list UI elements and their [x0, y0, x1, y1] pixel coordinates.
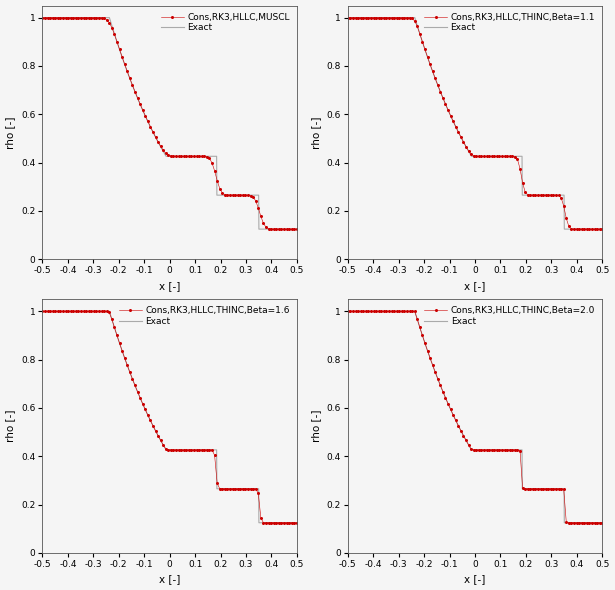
Exact — [344, 308, 352, 315]
Cons,RK3,HLLC,THINC,Beta=1.6 — [87, 308, 95, 315]
Cons,RK3,HLLC,THINC,Beta=1.6 — [275, 519, 282, 526]
Cons,RK3,HLLC,MUSCL — [170, 153, 177, 160]
Cons,RK3,HLLC,THINC,Beta=1.1 — [598, 225, 606, 232]
Cons,RK3,HLLC,MUSCL — [293, 225, 301, 232]
Exact — [598, 519, 606, 526]
Cons,RK3,HLLC,THINC,Beta=1.1 — [393, 14, 400, 21]
Line: Exact: Exact — [348, 312, 602, 523]
Cons,RK3,HLLC,THINC,Beta=1.1 — [344, 14, 352, 21]
Y-axis label: rho [-]: rho [-] — [6, 410, 15, 442]
Cons,RK3,HLLC,THINC,Beta=1.6 — [263, 519, 270, 526]
Exact — [542, 485, 550, 492]
Exact — [255, 519, 263, 526]
Cons,RK3,HLLC,THINC,Beta=2.0 — [344, 308, 352, 315]
Exact — [242, 485, 249, 492]
Cons,RK3,HLLC,THINC,Beta=2.0 — [475, 447, 483, 454]
Line: Cons,RK3,HLLC,THINC,Beta=1.6: Cons,RK3,HLLC,THINC,Beta=1.6 — [41, 310, 298, 525]
Exact — [293, 519, 301, 526]
Cons,RK3,HLLC,THINC,Beta=1.6 — [39, 308, 46, 315]
Cons,RK3,HLLC,THINC,Beta=1.1 — [573, 225, 580, 232]
Cons,RK3,HLLC,THINC,Beta=1.6 — [170, 447, 177, 454]
Line: Exact: Exact — [42, 312, 297, 523]
Exact — [547, 192, 555, 199]
Exact — [213, 192, 221, 199]
Cons,RK3,HLLC,THINC,Beta=1.1 — [589, 225, 596, 232]
Line: Cons,RK3,HLLC,THINC,Beta=2.0: Cons,RK3,HLLC,THINC,Beta=2.0 — [346, 310, 604, 525]
Exact — [542, 192, 550, 199]
Legend: Cons,RK3,HLLC,THINC,Beta=1.6, Exact: Cons,RK3,HLLC,THINC,Beta=1.6, Exact — [116, 304, 292, 329]
Exact — [242, 192, 249, 199]
Exact — [237, 485, 245, 492]
Legend: Cons,RK3,HLLC,THINC,Beta=1.1, Exact: Cons,RK3,HLLC,THINC,Beta=1.1, Exact — [422, 10, 598, 35]
Exact — [39, 308, 46, 315]
Exact — [519, 485, 526, 492]
Exact — [447, 406, 454, 413]
Line: Cons,RK3,HLLC,THINC,Beta=1.1: Cons,RK3,HLLC,THINC,Beta=1.1 — [346, 16, 604, 231]
Cons,RK3,HLLC,THINC,Beta=2.0 — [589, 519, 596, 526]
Line: Exact: Exact — [42, 18, 297, 229]
Exact — [65, 308, 72, 315]
Y-axis label: rho [-]: rho [-] — [311, 410, 321, 442]
Cons,RK3,HLLC,THINC,Beta=1.1 — [475, 153, 483, 160]
Cons,RK3,HLLC,THINC,Beta=2.0 — [393, 308, 400, 315]
Exact — [598, 225, 606, 232]
Exact — [561, 519, 568, 526]
Cons,RK3,HLLC,THINC,Beta=1.1 — [581, 225, 588, 232]
Y-axis label: rho [-]: rho [-] — [6, 116, 15, 149]
X-axis label: x [-]: x [-] — [159, 575, 180, 585]
Exact — [547, 485, 555, 492]
Exact — [456, 132, 464, 139]
X-axis label: x [-]: x [-] — [464, 575, 486, 585]
Exact — [561, 225, 568, 232]
Cons,RK3,HLLC,THINC,Beta=1.6 — [98, 308, 105, 315]
Cons,RK3,HLLC,MUSCL — [272, 225, 280, 232]
Cons,RK3,HLLC,THINC,Beta=1.6 — [293, 519, 301, 526]
Exact — [65, 14, 72, 21]
Line: Exact: Exact — [348, 18, 602, 229]
Exact — [141, 406, 149, 413]
Exact — [519, 192, 526, 199]
Exact — [255, 225, 263, 232]
Cons,RK3,HLLC,MUSCL — [98, 14, 105, 21]
Exact — [370, 308, 378, 315]
Exact — [456, 425, 464, 432]
Cons,RK3,HLLC,THINC,Beta=2.0 — [496, 447, 503, 454]
Exact — [344, 14, 352, 21]
Exact — [370, 14, 378, 21]
Exact — [237, 192, 245, 199]
Exact — [151, 425, 158, 432]
Cons,RK3,HLLC,MUSCL — [191, 153, 198, 160]
Exact — [447, 113, 454, 120]
Cons,RK3,HLLC,THINC,Beta=1.6 — [283, 519, 290, 526]
Exact — [151, 132, 158, 139]
Cons,RK3,HLLC,MUSCL — [87, 14, 95, 21]
Cons,RK3,HLLC,THINC,Beta=1.6 — [191, 447, 198, 454]
Cons,RK3,HLLC,MUSCL — [275, 225, 282, 232]
Cons,RK3,HLLC,THINC,Beta=2.0 — [565, 519, 573, 526]
Exact — [213, 485, 221, 492]
Cons,RK3,HLLC,MUSCL — [283, 225, 290, 232]
Cons,RK3,HLLC,THINC,Beta=1.1 — [403, 14, 411, 21]
X-axis label: x [-]: x [-] — [464, 281, 486, 291]
Exact — [141, 113, 149, 120]
Exact — [39, 14, 46, 21]
Exact — [293, 225, 301, 232]
Y-axis label: rho [-]: rho [-] — [311, 116, 321, 149]
Cons,RK3,HLLC,THINC,Beta=1.1 — [496, 153, 503, 160]
Cons,RK3,HLLC,MUSCL — [39, 14, 46, 21]
Legend: Cons,RK3,HLLC,MUSCL, Exact: Cons,RK3,HLLC,MUSCL, Exact — [158, 10, 292, 35]
Cons,RK3,HLLC,THINC,Beta=2.0 — [581, 519, 588, 526]
Legend: Cons,RK3,HLLC,THINC,Beta=2.0, Exact: Cons,RK3,HLLC,THINC,Beta=2.0, Exact — [422, 304, 598, 329]
Line: Cons,RK3,HLLC,MUSCL: Cons,RK3,HLLC,MUSCL — [41, 16, 298, 231]
Cons,RK3,HLLC,THINC,Beta=2.0 — [598, 519, 606, 526]
X-axis label: x [-]: x [-] — [159, 281, 180, 291]
Cons,RK3,HLLC,THINC,Beta=2.0 — [403, 308, 411, 315]
